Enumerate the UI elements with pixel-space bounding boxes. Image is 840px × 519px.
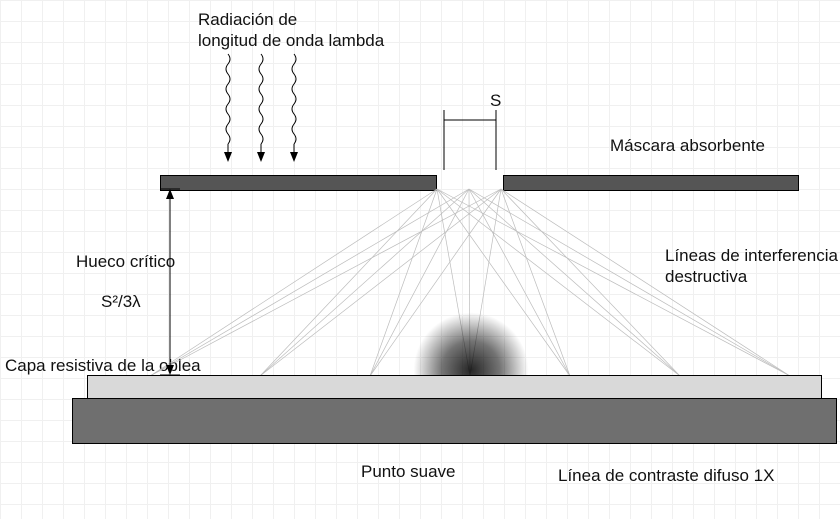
wafer-slab — [72, 398, 837, 444]
diagram-stage: Radiación de longitud de onda lambda S M… — [0, 0, 840, 519]
resist-layer — [87, 375, 822, 400]
